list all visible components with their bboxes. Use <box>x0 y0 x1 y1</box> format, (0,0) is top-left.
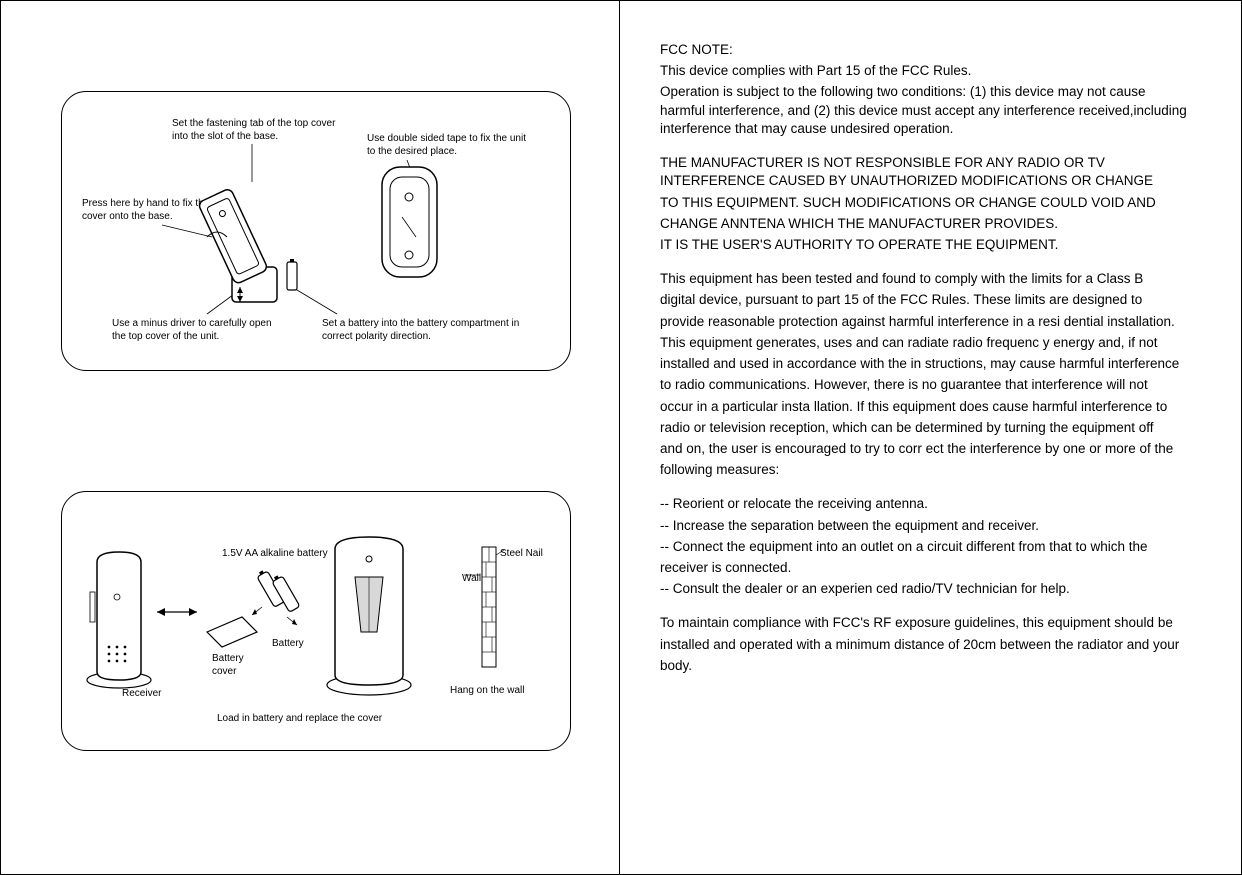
fcc-p4: TO THIS EQUIPMENT. SUCH MODIFICATIONS OR… <box>660 194 1191 212</box>
fcc-m3: -- Connect the equipment into an outlet … <box>660 538 1191 556</box>
fcc-p18: installed and operated with a minimum di… <box>660 636 1191 654</box>
diagram-box-2: 1.5V AA alkaline battery Steel Nail Wall… <box>61 491 571 751</box>
right-panel: FCC NOTE: This device complies with Part… <box>620 0 1242 875</box>
fcc-p8: digital device, pursuant to part 15 of t… <box>660 291 1191 309</box>
fcc-p2: Operation is subject to the following tw… <box>660 83 1191 138</box>
fcc-p13: occur in a particular insta llation. If … <box>660 398 1191 416</box>
fcc-p12: to radio communications. However, there … <box>660 376 1191 394</box>
left-panel: Set the fastening tab of the top cover i… <box>0 0 620 875</box>
fcc-p10: This equipment generates, uses and can r… <box>660 334 1191 352</box>
fcc-p6: IT IS THE USER'S AUTHORITY TO OPERATE TH… <box>660 236 1191 254</box>
fcc-p16: following measures: <box>660 461 1191 479</box>
fcc-p7: This equipment has been tested and found… <box>660 270 1191 288</box>
fcc-p14: radio or television reception, which can… <box>660 419 1191 437</box>
fcc-note-title: FCC NOTE: <box>660 41 1191 59</box>
fcc-p1: This device complies with Part 15 of the… <box>660 62 1191 80</box>
fcc-p17: To maintain compliance with FCC's RF exp… <box>660 614 1191 632</box>
fcc-p9: provide reasonable protection against ha… <box>660 313 1191 331</box>
fcc-p19: body. <box>660 657 1191 675</box>
fcc-p15: and on, the user is encouraged to try to… <box>660 440 1191 458</box>
fcc-p5: CHANGE ANNTENA WHICH THE MANUFACTURER PR… <box>660 215 1191 233</box>
fcc-p3: THE MANUFACTURER IS NOT RESPONSIBLE FOR … <box>660 154 1191 190</box>
fcc-text-block: FCC NOTE: This device complies with Part… <box>660 41 1191 675</box>
fcc-m4: -- Consult the dealer or an experien ced… <box>660 580 1191 598</box>
fcc-p11: installed and used in accordance with th… <box>660 355 1191 373</box>
fcc-m2: -- Increase the separation between the e… <box>660 517 1191 535</box>
fcc-m3b: receiver is connected. <box>660 559 1191 577</box>
fcc-m1: -- Reorient or relocate the receiving an… <box>660 495 1191 513</box>
diagram1-drawing <box>62 92 572 372</box>
diagram-box-1: Set the fastening tab of the top cover i… <box>61 91 571 371</box>
diagram2-drawing <box>62 492 572 752</box>
